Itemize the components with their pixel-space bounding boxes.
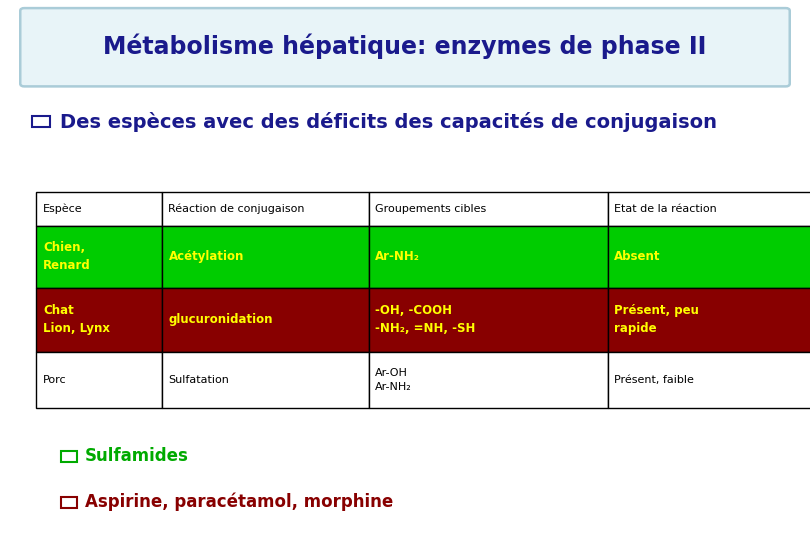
Text: glucuronidation: glucuronidation (168, 313, 273, 326)
Text: Aspirine, paracétamol, morphine: Aspirine, paracétamol, morphine (85, 493, 394, 511)
Bar (608, 192, 810, 226)
Text: Chat
Lion, Lynx: Chat Lion, Lynx (43, 304, 110, 335)
Text: Réaction de conjugaison: Réaction de conjugaison (168, 204, 305, 214)
Bar (369, 288, 608, 352)
Bar (162, 192, 369, 226)
Bar (61, 451, 77, 462)
Text: Etat de la réaction: Etat de la réaction (614, 204, 717, 214)
Bar (61, 497, 77, 508)
Bar (608, 352, 810, 408)
Text: Ar-OH
Ar-NH₂: Ar-OH Ar-NH₂ (375, 368, 411, 392)
Text: Absent: Absent (614, 250, 660, 264)
Bar (608, 288, 810, 352)
Bar (369, 352, 608, 408)
Text: Acétylation: Acétylation (168, 250, 244, 264)
Text: Présent, peu
rapide: Présent, peu rapide (614, 304, 699, 335)
Text: Sulfamides: Sulfamides (85, 447, 189, 465)
FancyBboxPatch shape (20, 8, 790, 86)
Bar (36, 288, 162, 352)
Bar (32, 116, 50, 127)
Bar (162, 288, 369, 352)
Bar (36, 352, 162, 408)
Text: Chien,
Renard: Chien, Renard (43, 241, 91, 272)
Bar (369, 192, 608, 226)
Text: Groupements cibles: Groupements cibles (375, 204, 486, 214)
Text: Des espèces avec des déficits des capacités de conjugaison: Des espèces avec des déficits des capaci… (60, 111, 717, 132)
Bar (369, 226, 608, 288)
Text: Espèce: Espèce (43, 204, 83, 214)
Bar (36, 226, 162, 288)
Text: Porc: Porc (43, 375, 66, 385)
Bar (608, 226, 810, 288)
Text: -OH, -COOH
-NH₂, =NH, -SH: -OH, -COOH -NH₂, =NH, -SH (375, 304, 475, 335)
Bar (162, 352, 369, 408)
Text: Présent, faible: Présent, faible (614, 375, 694, 385)
Text: Sulfatation: Sulfatation (168, 375, 229, 385)
Bar (36, 192, 162, 226)
Text: Ar-NH₂: Ar-NH₂ (375, 250, 420, 264)
Text: Métabolisme hépatique: enzymes de phase II: Métabolisme hépatique: enzymes de phase … (104, 33, 706, 59)
Bar (162, 226, 369, 288)
